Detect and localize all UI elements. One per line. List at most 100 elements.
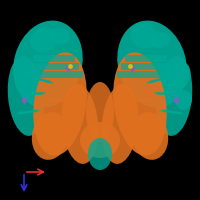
Ellipse shape [46, 81, 53, 84]
Ellipse shape [30, 110, 37, 113]
Ellipse shape [50, 98, 56, 101]
Ellipse shape [54, 118, 60, 121]
Ellipse shape [36, 92, 43, 95]
Ellipse shape [62, 119, 68, 121]
Ellipse shape [30, 27, 58, 53]
Ellipse shape [159, 92, 166, 95]
FancyBboxPatch shape [125, 55, 167, 62]
Ellipse shape [164, 93, 171, 95]
Ellipse shape [161, 110, 168, 112]
Ellipse shape [29, 93, 36, 95]
Ellipse shape [128, 119, 134, 122]
Ellipse shape [60, 119, 66, 121]
Ellipse shape [68, 119, 74, 122]
Ellipse shape [50, 28, 70, 44]
Point [174, 98, 178, 102]
Ellipse shape [56, 99, 62, 102]
Ellipse shape [80, 122, 120, 158]
Ellipse shape [35, 78, 42, 81]
Ellipse shape [152, 128, 158, 130]
Ellipse shape [168, 93, 175, 96]
Ellipse shape [172, 111, 179, 114]
Ellipse shape [40, 127, 46, 130]
Ellipse shape [142, 99, 148, 101]
Ellipse shape [117, 21, 187, 107]
Ellipse shape [142, 130, 148, 132]
Ellipse shape [167, 111, 174, 113]
Ellipse shape [151, 79, 158, 82]
Ellipse shape [158, 78, 165, 81]
Ellipse shape [146, 129, 152, 132]
Ellipse shape [147, 81, 154, 84]
Ellipse shape [144, 98, 150, 101]
Ellipse shape [170, 93, 177, 96]
FancyBboxPatch shape [117, 71, 175, 78]
Ellipse shape [113, 52, 167, 156]
Ellipse shape [32, 93, 39, 95]
Ellipse shape [32, 112, 68, 160]
Ellipse shape [134, 100, 140, 102]
Ellipse shape [138, 118, 144, 121]
Ellipse shape [32, 110, 39, 112]
Ellipse shape [149, 80, 156, 83]
Ellipse shape [134, 119, 140, 121]
Ellipse shape [13, 21, 83, 107]
Ellipse shape [64, 119, 70, 121]
Ellipse shape [54, 99, 60, 101]
Ellipse shape [23, 111, 30, 113]
Ellipse shape [174, 111, 181, 114]
Point [22, 98, 26, 102]
Ellipse shape [37, 78, 44, 81]
Ellipse shape [42, 79, 49, 82]
Point [130, 66, 134, 70]
Ellipse shape [156, 78, 163, 81]
Ellipse shape [26, 111, 33, 113]
Ellipse shape [161, 93, 168, 95]
Ellipse shape [8, 56, 44, 136]
Ellipse shape [150, 32, 170, 48]
Ellipse shape [136, 119, 142, 121]
Ellipse shape [56, 118, 62, 121]
Ellipse shape [130, 119, 136, 121]
Ellipse shape [132, 119, 138, 121]
Ellipse shape [52, 99, 58, 101]
Ellipse shape [34, 92, 41, 95]
Ellipse shape [169, 62, 191, 90]
Ellipse shape [40, 79, 47, 82]
Ellipse shape [132, 112, 168, 160]
Ellipse shape [50, 129, 56, 132]
Ellipse shape [154, 127, 160, 130]
Ellipse shape [28, 110, 35, 113]
Ellipse shape [162, 76, 169, 79]
Ellipse shape [54, 130, 60, 133]
Ellipse shape [19, 111, 26, 114]
Ellipse shape [176, 90, 192, 110]
Ellipse shape [155, 92, 162, 95]
Ellipse shape [21, 111, 28, 114]
Ellipse shape [48, 98, 54, 101]
Ellipse shape [38, 92, 45, 95]
Ellipse shape [46, 128, 52, 131]
Ellipse shape [62, 84, 98, 164]
Ellipse shape [52, 130, 58, 132]
Ellipse shape [25, 93, 32, 96]
FancyBboxPatch shape [121, 63, 171, 70]
Ellipse shape [170, 111, 177, 113]
Ellipse shape [148, 128, 154, 131]
Ellipse shape [146, 98, 152, 101]
Ellipse shape [136, 99, 142, 102]
Ellipse shape [138, 99, 144, 102]
Ellipse shape [140, 99, 146, 101]
Ellipse shape [140, 118, 146, 121]
FancyBboxPatch shape [29, 63, 79, 70]
Ellipse shape [166, 93, 173, 96]
Ellipse shape [17, 112, 24, 114]
Ellipse shape [130, 23, 158, 49]
Ellipse shape [44, 128, 50, 131]
Ellipse shape [33, 77, 40, 80]
Ellipse shape [60, 100, 66, 102]
Ellipse shape [46, 98, 52, 100]
Ellipse shape [150, 128, 156, 131]
Ellipse shape [144, 129, 150, 132]
Ellipse shape [31, 76, 38, 79]
